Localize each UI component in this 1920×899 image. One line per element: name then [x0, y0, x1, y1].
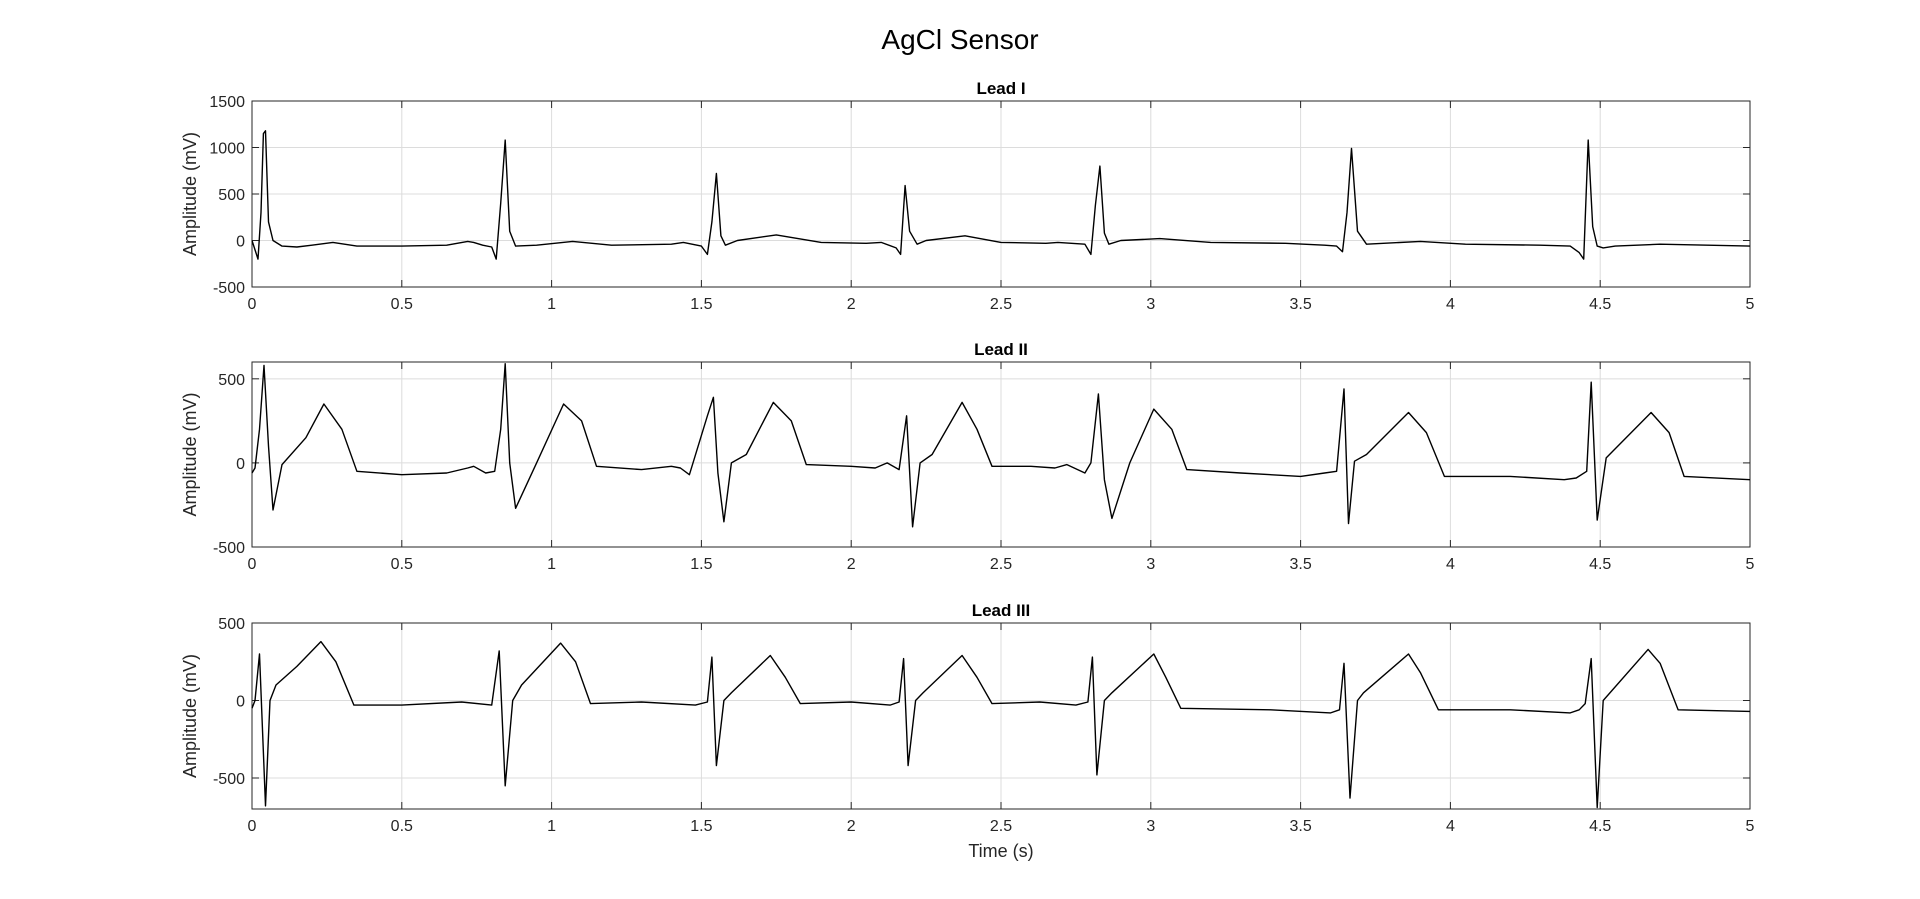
- x-tick-label: 0.5: [391, 556, 413, 573]
- subplot-title: Lead I: [976, 79, 1025, 98]
- x-tick-label: 5: [1746, 818, 1755, 835]
- x-tick-label: 4: [1446, 556, 1455, 573]
- x-tick-label: 0.5: [391, 818, 413, 835]
- y-tick-label: 500: [218, 616, 245, 633]
- x-tick-label: 1: [547, 556, 556, 573]
- x-tick-label: 4.5: [1589, 818, 1611, 835]
- y-tick-label: 0: [236, 234, 245, 251]
- y-tick-label: 1000: [209, 141, 245, 158]
- x-tick-label: 3: [1146, 296, 1155, 313]
- subplot-title: Lead III: [972, 601, 1031, 620]
- x-tick-label: 4: [1446, 296, 1455, 313]
- x-tick-label: 5: [1746, 296, 1755, 313]
- x-tick-label: 2.5: [990, 818, 1012, 835]
- x-tick-label: 3.5: [1289, 296, 1311, 313]
- x-tick-label: 0: [248, 818, 257, 835]
- y-tick-label: 500: [218, 187, 245, 204]
- x-tick-label: 1.5: [690, 818, 712, 835]
- y-tick-label: -500: [213, 280, 245, 297]
- ecg-trace: [251, 640, 1751, 809]
- y-tick-label: -500: [213, 540, 245, 557]
- subplot-1: 0 0.5 1 1.5 2 2.5 3 3.5 4 4.5 5-500050010001500Lea…: [180, 79, 1755, 313]
- y-axis-label: Amplitude (mV): [180, 392, 200, 516]
- x-tick-label: 2: [847, 296, 856, 313]
- x-tick-label: 2.5: [990, 556, 1012, 573]
- x-tick-label: 3: [1146, 818, 1155, 835]
- x-axis-label: Time (s): [968, 841, 1033, 861]
- x-tick-label: 3.5: [1289, 818, 1311, 835]
- x-tick-label: 1: [547, 818, 556, 835]
- plots-container: 0 0.5 1 1.5 2 2.5 3 3.5 4 4.5 5-500050010001500Lea…: [180, 79, 1755, 861]
- x-tick-label: 4.5: [1589, 296, 1611, 313]
- x-tick-label: 4.5: [1589, 556, 1611, 573]
- x-tick-label: 1.5: [690, 296, 712, 313]
- x-tick-label: 5: [1746, 556, 1755, 573]
- x-tick-label: 2: [847, 556, 856, 573]
- x-tick-label: 3: [1146, 556, 1155, 573]
- y-tick-label: 0: [236, 694, 245, 711]
- y-axis-label: Amplitude (mV): [180, 132, 200, 256]
- x-tick-label: 0: [248, 556, 257, 573]
- y-tick-label: 500: [218, 372, 245, 389]
- ecg-trace: [251, 363, 1751, 528]
- subplot-title: Lead II: [974, 340, 1028, 359]
- y-axis-label: Amplitude (mV): [180, 654, 200, 778]
- x-tick-label: 2.5: [990, 296, 1012, 313]
- subplot-3: 0 0.5 1 1.5 2 2.5 3 3.5 4 4.5 5 -500 0 500 Lead III Amp…: [180, 601, 1755, 861]
- ecg-trace: [251, 130, 1751, 260]
- x-tick-label: 1.5: [690, 556, 712, 573]
- x-tick-label: 4: [1446, 818, 1455, 835]
- x-tick-label: 3.5: [1289, 556, 1311, 573]
- y-tick-label: 0: [236, 456, 245, 473]
- x-tick-label: 2: [847, 818, 856, 835]
- x-tick-label: 0: [248, 296, 257, 313]
- figure-title: AgCl Sensor: [881, 24, 1038, 55]
- y-tick-label: -500: [213, 771, 245, 788]
- x-tick-label: 0.5: [391, 296, 413, 313]
- y-tick-label: 1500: [209, 94, 245, 111]
- x-tick-label: 1: [547, 296, 556, 313]
